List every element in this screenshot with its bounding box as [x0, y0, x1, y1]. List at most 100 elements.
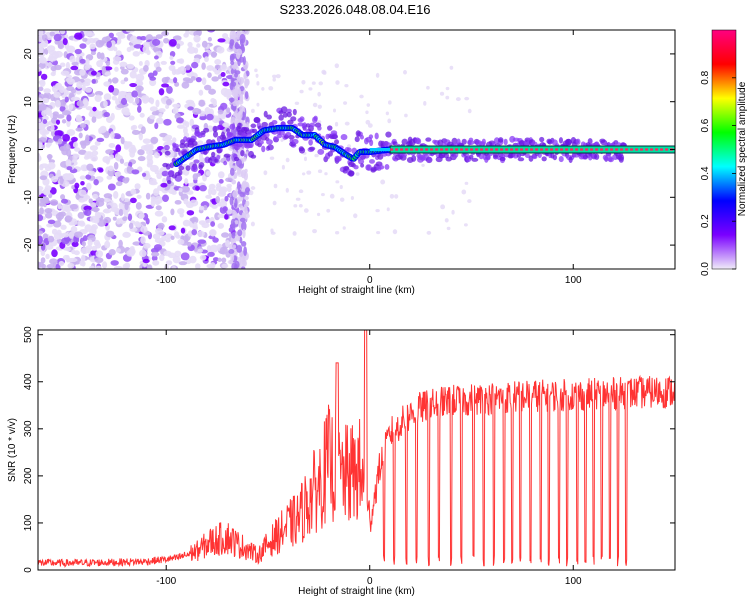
- spectrogram-noise-cell: [293, 204, 298, 208]
- spectrogram-noise-cell: [222, 122, 230, 128]
- spectrogram-halo-cell: [558, 156, 564, 163]
- spectrogram-noise-cell: [207, 36, 212, 42]
- spectrogram-noise-cell: [170, 235, 175, 241]
- spectrogram-noise-cell: [112, 55, 122, 62]
- spectrogram-noise-cell: [50, 124, 55, 132]
- spectrogram-noise-cell: [226, 107, 231, 113]
- snr-line: [38, 330, 675, 568]
- spectrogram-halo-cell: [298, 147, 306, 154]
- spectrogram-noise-cell: [161, 216, 168, 223]
- spectrogram-noise-cell: [78, 132, 83, 139]
- spectrogram-halo-cell: [171, 174, 177, 179]
- spectrogram-noise-cell: [38, 62, 46, 69]
- spectrogram-noise-cell: [206, 245, 212, 253]
- spectrogram-halo-cell: [370, 168, 376, 173]
- spectrogram-noise-cell: [359, 94, 364, 99]
- spectrogram-noise-cell: [197, 239, 207, 244]
- spectrogram-noise-cell: [193, 247, 199, 252]
- spectrogram-noise-cell: [229, 196, 234, 206]
- spectrogram-noise-cell: [53, 91, 61, 98]
- spectrogram-noise-cell: [38, 97, 43, 105]
- spectrogram-noise-cell: [165, 98, 172, 106]
- spectrogram-noise-cell: [159, 254, 165, 262]
- spectrogram-noise-cell: [229, 167, 235, 176]
- spectrogram-noise-cell: [212, 237, 219, 243]
- x-tick-label: 100: [565, 576, 582, 587]
- spectrogram-noise-cell: [120, 79, 126, 85]
- spectrogram-noise-cell: [185, 64, 191, 71]
- spectrogram-noise-cell: [220, 64, 228, 72]
- spectrogram-noise-cell: [244, 187, 251, 196]
- spectrogram-noise-cell: [241, 257, 246, 266]
- spectrogram-noise-cell: [256, 81, 260, 86]
- spectrogram-halo-cell: [539, 136, 545, 143]
- spectrogram-halo-cell: [258, 140, 264, 145]
- spectrogram-noise-cell: [171, 190, 177, 195]
- spectrogram-noise-cell: [152, 47, 162, 52]
- spectrogram-noise-cell: [226, 208, 233, 215]
- spectrogram-noise-cell: [219, 200, 228, 208]
- spectrogram-halo-cell: [334, 139, 340, 145]
- spectrogram-noise-cell: [177, 208, 185, 215]
- spectrogram-halo-cell: [594, 153, 600, 160]
- spectrogram-noise-cell: [42, 178, 50, 186]
- spectrogram-noise-cell: [44, 207, 53, 214]
- spectrogram-halo-cell: [273, 136, 278, 142]
- y-tick-label: -10: [23, 190, 34, 205]
- spectrogram-noise-cell: [40, 73, 48, 80]
- spectrogram-noise-cell: [155, 117, 164, 125]
- spectrogram-noise-cell: [298, 203, 303, 208]
- spectrogram-noise-cell: [239, 56, 245, 63]
- spectrogram-noise-cell: [108, 249, 116, 256]
- spectrogram-noise-cell: [187, 46, 196, 54]
- spectrogram-noise-cell: [105, 230, 115, 238]
- spectrogram-noise-cell: [43, 88, 51, 94]
- spectrogram-noise-cell: [426, 230, 432, 235]
- spectrogram-noise-cell: [198, 99, 206, 107]
- spectrogram-noise-cell: [178, 187, 183, 193]
- spectrogram-noise-cell: [160, 60, 167, 65]
- spectrogram-noise-cell: [186, 241, 192, 247]
- y-tick-label: 10: [23, 96, 34, 108]
- spectrogram-noise-cell: [108, 85, 115, 93]
- spectrogram-halo-cell: [468, 137, 474, 142]
- spectrogram-noise-cell: [110, 131, 115, 140]
- spectrogram-noise-cell: [71, 249, 76, 255]
- spectrogram-noise-cell: [184, 121, 190, 128]
- spectrogram-noise-cell: [232, 30, 237, 39]
- spectrogram-noise-cell: [54, 99, 61, 108]
- spectrogram-halo-cell: [161, 170, 169, 177]
- spectrogram-noise-cell: [158, 112, 163, 118]
- spectrogram-noise-cell: [225, 239, 231, 248]
- y-tick-label: 500: [23, 326, 34, 343]
- spectrogram-noise-cell: [85, 106, 93, 111]
- spectrogram-noise-cell: [135, 97, 140, 105]
- spectrogram-noise-cell: [123, 77, 129, 82]
- spectrogram-noise-cell: [70, 65, 79, 71]
- spectrogram-halo-cell: [427, 156, 432, 162]
- spectrogram-noise-cell: [86, 163, 94, 171]
- spectrogram-noise-cell: [206, 65, 214, 71]
- spectrogram-noise-cell: [78, 197, 86, 203]
- spectrogram-noise-cell: [66, 129, 76, 136]
- spectrogram-noise-cell: [38, 118, 42, 123]
- spectrogram-noise-cell: [196, 43, 201, 48]
- spectrogram-halo-cell: [225, 128, 231, 133]
- spectrogram-halo-cell: [250, 123, 257, 129]
- spectrogram-halo-cell: [335, 156, 342, 162]
- spectrogram-noise-cell: [157, 222, 165, 229]
- spectrogram-halo-cell: [366, 164, 372, 171]
- spectrogram-noise-cell: [165, 260, 173, 266]
- colorbar-label: Normalized spectral amplitude: [737, 81, 748, 216]
- spectrogram-halo-cell: [401, 153, 408, 158]
- spectrogram-noise-cell: [183, 198, 189, 205]
- spectrogram-noise-cell: [77, 211, 85, 219]
- spectrogram-noise-cell: [231, 179, 237, 185]
- spectrogram-noise-cell: [132, 241, 142, 246]
- spectrogram-noise-cell: [244, 30, 250, 35]
- spectrogram-noise-cell: [220, 102, 228, 110]
- spectrogram-noise-cell: [38, 86, 44, 92]
- spectrogram-noise-cell: [232, 112, 239, 117]
- spectrogram-noise-cell: [154, 122, 159, 130]
- spectrogram-noise-cell: [138, 60, 143, 67]
